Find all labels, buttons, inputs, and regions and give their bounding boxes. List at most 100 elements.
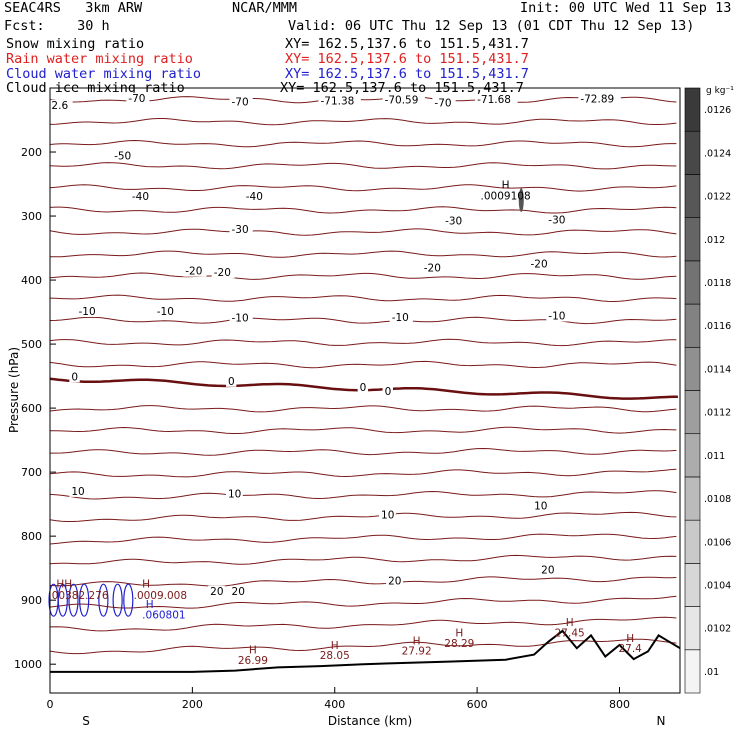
max-label: 28.05 xyxy=(320,650,350,662)
temperature-label: -40 xyxy=(132,191,149,203)
temperature-contour xyxy=(49,228,677,236)
max-label: H xyxy=(455,628,463,640)
temperature-contour xyxy=(49,638,677,655)
temperature-contour xyxy=(49,139,677,148)
temperature-contour xyxy=(49,162,677,170)
label-mask xyxy=(421,262,445,274)
colorbar-tick-label: .0118 xyxy=(704,278,731,289)
label-mask xyxy=(357,382,369,394)
label-mask xyxy=(154,305,178,317)
max-label: H xyxy=(142,578,150,590)
x-tick-label: 400 xyxy=(324,698,345,711)
x-tick-label: 0 xyxy=(47,698,54,711)
label-mask xyxy=(443,215,467,227)
max-label: .0009108 xyxy=(481,190,531,202)
temperature-contour xyxy=(49,360,677,369)
colorbar-segment xyxy=(684,476,701,521)
y-tick-label: 700 xyxy=(21,466,42,479)
temperature-label: -30 xyxy=(232,224,249,236)
temperature-label: -10 xyxy=(392,312,409,324)
colorbar-segment xyxy=(684,260,701,305)
max-label: 27.92 xyxy=(402,646,432,658)
fcst-label: Fcst: 30 h xyxy=(4,18,110,34)
max-label: HH xyxy=(56,578,72,590)
y-tick-label: 500 xyxy=(21,338,42,351)
y-tick-label: 400 xyxy=(21,274,42,287)
plot-frame xyxy=(49,87,681,694)
label-mask xyxy=(389,311,413,323)
max-label: .0009.008 xyxy=(134,590,187,602)
label-mask xyxy=(578,93,621,105)
max-label: 28.29 xyxy=(444,638,474,650)
y-tick-label: 600 xyxy=(21,402,42,415)
max-label: H xyxy=(331,640,339,652)
label-mask xyxy=(183,265,207,277)
label-mask xyxy=(229,585,247,597)
temperature-contour xyxy=(49,490,677,500)
cloud-water-contours xyxy=(48,583,134,617)
max-label: .060801 xyxy=(142,610,185,622)
x-tick-label: 800 xyxy=(609,698,630,711)
cloud-water-contour xyxy=(123,583,134,617)
temperature-contour xyxy=(49,272,677,280)
colorbar-tick-label: .0122 xyxy=(704,192,731,203)
center-label: NCAR/MMM xyxy=(232,0,298,16)
valid-label: Valid: 06 UTC Thu 12 Sep 13 (01 CDT Thu … xyxy=(288,18,695,34)
x-axis-title: Distance (km) xyxy=(328,714,412,728)
label-mask xyxy=(539,564,556,576)
temperature-label: -10 xyxy=(232,312,249,324)
max-label: H xyxy=(626,633,634,645)
temperature-contour-labels: 2.6 -70 -70 -71.38 -70.59 -70 -71.68 -72.89 -50 -… xyxy=(49,92,621,598)
cloud-water-contour xyxy=(98,583,109,617)
label-mask xyxy=(546,310,570,322)
x-axis: 0 200 400 600 800 xyxy=(47,687,630,711)
field-xy-cloud-water: XY= 162.5,137.6 to 151.5,431.7 xyxy=(285,66,529,82)
temperature-label: -50 xyxy=(114,150,131,162)
colorbar-tick-label: .0104 xyxy=(704,580,731,591)
colorbar-tick-label: .011 xyxy=(704,451,725,462)
temperature-label: -70.59 xyxy=(385,95,419,107)
colorbar-tick-label: .0116 xyxy=(704,321,731,332)
label-mask xyxy=(69,371,80,383)
label-mask xyxy=(382,94,425,106)
label-mask xyxy=(386,575,403,587)
colorbar-tick-label: .012 xyxy=(704,235,725,246)
temperature-label: 0 xyxy=(385,386,392,398)
temperature-contour xyxy=(49,250,677,258)
x-tick-label: 200 xyxy=(182,698,203,711)
colorbar-segment xyxy=(684,433,701,478)
label-mask xyxy=(475,94,518,106)
colorbar-segment xyxy=(684,217,701,262)
max-label: H xyxy=(566,617,574,629)
temperature-contour xyxy=(49,294,677,303)
label-mask xyxy=(229,312,253,324)
maximum-labels: H.0009108HH.00382.276H.0009.008H.060801H… xyxy=(48,180,642,668)
label-mask xyxy=(432,97,456,109)
terrain-profile xyxy=(50,629,681,673)
temperature-contour xyxy=(49,316,677,325)
colorbar-tick-label: .0124 xyxy=(704,148,731,159)
temperature-label: -71.68 xyxy=(477,94,511,106)
label-mask xyxy=(532,500,549,512)
temperature-label: -70 xyxy=(434,97,451,109)
max-label: .00382.276 xyxy=(48,590,108,602)
label-mask xyxy=(129,190,154,202)
temperature-label: -20 xyxy=(424,262,441,274)
label-mask xyxy=(126,92,150,104)
colorbar-segment xyxy=(684,563,701,607)
field-name-snow: Snow mixing ratio xyxy=(6,36,145,52)
temperature-label: -10 xyxy=(157,306,174,318)
temperature-label: -20 xyxy=(214,267,231,279)
temperature-contour xyxy=(49,576,677,587)
y-tick-label: 1000 xyxy=(14,658,42,671)
temperature-label: -10 xyxy=(78,306,95,318)
temperature-label: 20 xyxy=(210,586,223,598)
init-label: Init: 00 UTC Wed 11 Sep 13 xyxy=(520,0,732,16)
colorbar-segment xyxy=(684,346,701,391)
temperature-contour xyxy=(50,426,677,434)
label-mask xyxy=(69,485,87,497)
label-mask xyxy=(546,214,570,226)
label-mask xyxy=(208,585,225,597)
temperature-label: 2.6 xyxy=(51,100,68,112)
